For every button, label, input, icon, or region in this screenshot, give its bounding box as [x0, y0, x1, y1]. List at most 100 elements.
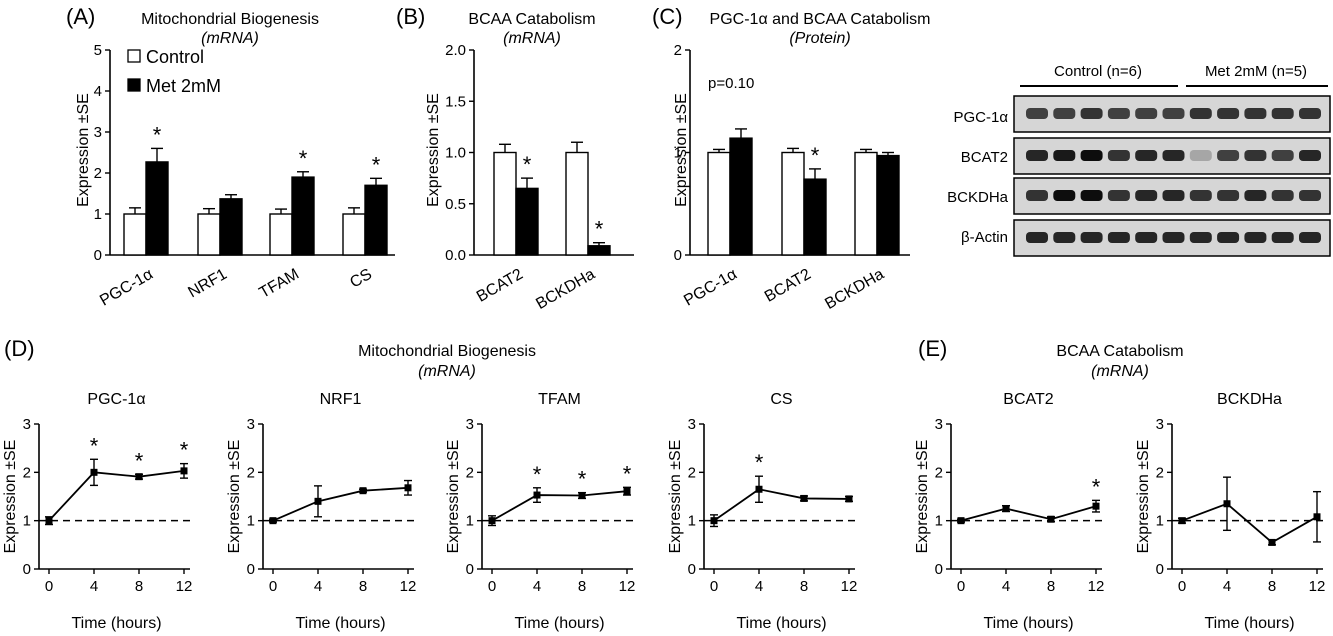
- bar: [493, 151, 517, 256]
- data-point: [180, 467, 188, 475]
- bar: [291, 176, 315, 256]
- bar: [729, 137, 753, 256]
- blot-band: [1135, 190, 1158, 201]
- subplot-title: CS: [770, 391, 792, 408]
- panel-letter-c: (C): [652, 4, 683, 29]
- x-tick-label: 12: [400, 578, 417, 595]
- y-tick-label: 2: [94, 165, 102, 182]
- panel-b-title: BCAA Catabolism: [468, 11, 595, 28]
- x-tick-label: 4: [1002, 578, 1010, 595]
- y-tick-label: 0: [23, 561, 31, 578]
- blot-band: [1080, 108, 1103, 119]
- blot-band: [1026, 150, 1048, 161]
- subplot-title: TFAM: [538, 391, 581, 408]
- blot-band: [1217, 108, 1240, 119]
- x-axis-label: Time (hours): [514, 615, 604, 632]
- bar: [781, 151, 805, 256]
- data-point: [533, 491, 541, 499]
- panel-b-ylabel: Expression ±SE: [425, 93, 442, 207]
- data-point: [314, 497, 322, 505]
- x-tick-label: 12: [176, 578, 193, 595]
- blot-band: [1299, 108, 1321, 119]
- western-blot: Control (n=6) Met 2mM (n=5) PGC-1α BCAT2…: [947, 63, 1331, 257]
- y-tick-label: 2: [674, 42, 682, 59]
- y-tick-label: 3: [23, 416, 31, 433]
- data-point: [269, 517, 277, 525]
- blot-band: [1217, 232, 1240, 243]
- panel-letter-b: (B): [396, 4, 425, 29]
- series-line: [1181, 502, 1318, 544]
- significance-star: *: [372, 152, 381, 177]
- y-axis-label: Expression ±SE: [445, 440, 462, 554]
- blot-group-control: Control (n=6): [1054, 63, 1142, 80]
- x-tick-label: 12: [1309, 578, 1326, 595]
- y-tick-label: 0: [1156, 561, 1164, 578]
- x-tick-label: 4: [314, 578, 322, 595]
- x-axis-label: Time (hours): [736, 615, 826, 632]
- y-tick-label: 2: [1156, 464, 1164, 481]
- subplot-title: BCAT2: [1003, 391, 1053, 408]
- blot-band: [1244, 150, 1267, 161]
- y-tick-label: 3: [688, 416, 696, 433]
- significance-star: *: [578, 467, 587, 492]
- y-tick-label: 0.5: [445, 196, 466, 213]
- panel-c-pvalue: p=0.10: [708, 75, 754, 92]
- x-category-label: TFAM: [257, 266, 302, 302]
- x-axis-label: Time (hours): [295, 615, 385, 632]
- legend-control-swatch: [127, 49, 141, 63]
- blot-band: [1053, 108, 1076, 119]
- x-tick-label: 8: [578, 578, 586, 595]
- blot-band: [1189, 108, 1212, 119]
- bar: [269, 213, 293, 256]
- y-tick-label: 0: [935, 561, 943, 578]
- blot-band: [1107, 150, 1130, 161]
- y-tick-label: 1: [23, 513, 31, 530]
- blot-band: [1271, 232, 1294, 243]
- panel-d-title: Mitochondrial Biogenesis: [358, 343, 536, 360]
- series-line: [48, 469, 185, 522]
- x-tick-label: 8: [135, 578, 143, 595]
- y-tick-label: 3: [94, 124, 102, 141]
- blot-band: [1189, 232, 1212, 243]
- series-line: [491, 490, 628, 522]
- blot-group-met: Met 2mM (n=5): [1205, 63, 1307, 80]
- y-tick-label: 0: [247, 561, 255, 578]
- blot-band: [1244, 108, 1267, 119]
- y-tick-label: 1: [466, 513, 474, 530]
- blot-band: [1135, 108, 1158, 119]
- blot-band: [1299, 232, 1321, 243]
- significance-star: *: [153, 122, 162, 147]
- x-category-label: BCKDHa: [822, 266, 887, 313]
- panel-c-subtitle: (Protein): [789, 30, 850, 47]
- bar: [515, 187, 539, 256]
- y-tick-label: 3: [1156, 416, 1164, 433]
- data-point: [755, 485, 763, 493]
- data-point: [1002, 505, 1010, 513]
- blot-band: [1080, 150, 1103, 161]
- x-tick-label: 0: [710, 578, 718, 595]
- data-point: [1313, 513, 1321, 521]
- blot-row-label: BCAT2: [961, 149, 1008, 166]
- blot-band: [1080, 190, 1103, 201]
- y-tick-label: 1: [674, 145, 682, 162]
- bar: [587, 245, 611, 256]
- data-point: [1223, 500, 1231, 508]
- bar: [876, 154, 900, 256]
- panel-letter-e: (E): [918, 336, 947, 361]
- data-point: [1268, 538, 1276, 546]
- y-axis-label: Expression ±SE: [226, 440, 243, 554]
- x-category-label: CS: [347, 266, 375, 292]
- series-line: [960, 505, 1097, 522]
- significance-star: *: [755, 450, 764, 475]
- y-axis-label: Expression ±SE: [667, 440, 684, 554]
- significance-star: *: [595, 217, 604, 242]
- y-tick-label: 1: [94, 206, 102, 223]
- x-tick-label: 0: [45, 578, 53, 595]
- subplot-title: NRF1: [320, 391, 362, 408]
- data-point: [45, 517, 53, 525]
- x-tick-label: 0: [1178, 578, 1186, 595]
- y-tick-label: 0: [94, 247, 102, 264]
- blot-row-label: β-Actin: [961, 229, 1008, 246]
- y-tick-label: 2.0: [445, 42, 466, 59]
- y-tick-label: 3: [466, 416, 474, 433]
